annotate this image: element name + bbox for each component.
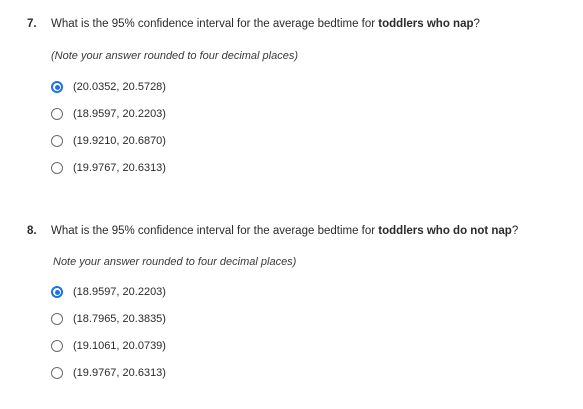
question-8-prompt: 8. What is the 95% confidence interval fo… (27, 224, 518, 238)
radio-unselected-icon[interactable] (51, 162, 63, 174)
radio-unselected-icon[interactable] (51, 135, 63, 147)
question-note: Note your answer rounded to four decimal… (53, 256, 297, 268)
radio-unselected-icon[interactable] (51, 367, 63, 379)
answer-option[interactable]: (19.1061, 20.0739) (51, 338, 166, 354)
question-text: What is the 95% confidence interval for … (51, 225, 519, 237)
question-note: (Note your answer rounded to four decima… (51, 50, 299, 62)
answer-option[interactable]: (18.9597, 20.2203) (51, 284, 166, 300)
answer-option-label: (19.9767, 20.6313) (73, 162, 166, 174)
answer-option[interactable]: (18.7965, 20.3835) (51, 311, 166, 327)
answer-option[interactable]: (19.9767, 20.6313) (51, 365, 166, 381)
radio-unselected-icon[interactable] (51, 340, 63, 352)
radio-unselected-icon[interactable] (51, 313, 63, 325)
question-7-prompt: 7. What is the 95% confidence interval fo… (27, 17, 480, 31)
answer-option-label: (19.9767, 20.6313) (73, 367, 166, 379)
radio-selected-icon[interactable] (51, 286, 63, 298)
answer-option-label: (18.9597, 20.2203) (73, 286, 166, 298)
answer-option-label: (19.1061, 20.0739) (73, 340, 166, 352)
radio-selected-icon[interactable] (51, 81, 63, 93)
answer-option-label: (18.7965, 20.3835) (73, 313, 166, 325)
answer-option-label: (18.9597, 20.2203) (73, 108, 166, 120)
answer-option[interactable]: (19.9767, 20.6313) (51, 160, 166, 176)
question-text: What is the 95% confidence interval for … (51, 18, 480, 30)
question-emphasis: toddlers who nap (378, 18, 474, 30)
question-number: 8. (27, 225, 37, 237)
radio-unselected-icon[interactable] (51, 108, 63, 120)
answer-option-label: (20.0352, 20.5728) (73, 81, 166, 93)
answer-option[interactable]: (20.0352, 20.5728) (51, 79, 166, 95)
question-number: 7. (27, 18, 37, 30)
question-emphasis: toddlers who do not nap (378, 225, 512, 237)
answer-option-label: (19.9210, 20.6870) (73, 135, 166, 147)
answer-option[interactable]: (18.9597, 20.2203) (51, 106, 166, 122)
answer-option[interactable]: (19.9210, 20.6870) (51, 133, 166, 149)
